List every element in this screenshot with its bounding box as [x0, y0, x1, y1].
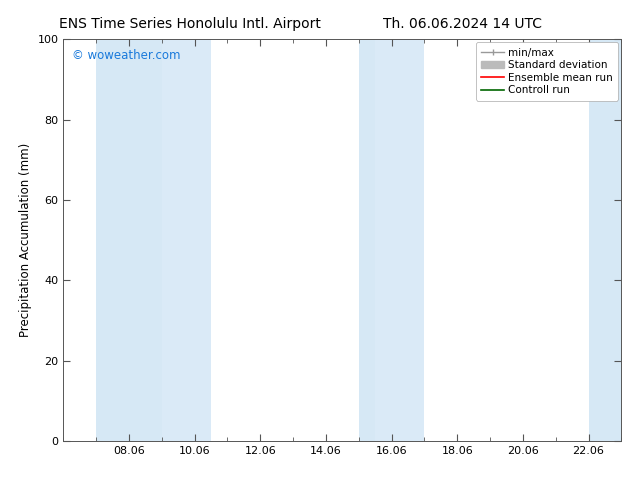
Bar [162, 39, 211, 441]
Text: © woweather.com: © woweather.com [72, 49, 180, 62]
Text: Th. 06.06.2024 14 UTC: Th. 06.06.2024 14 UTC [384, 17, 542, 31]
Y-axis label: Precipitation Accumulation (mm): Precipitation Accumulation (mm) [19, 143, 32, 337]
Text: ENS Time Series Honolulu Intl. Airport: ENS Time Series Honolulu Intl. Airport [59, 17, 321, 31]
Bar [359, 39, 375, 441]
Legend: min/max, Standard deviation, Ensemble mean run, Controll run: min/max, Standard deviation, Ensemble me… [476, 42, 618, 100]
Bar [375, 39, 424, 441]
Bar [96, 39, 162, 441]
Bar [588, 39, 621, 441]
